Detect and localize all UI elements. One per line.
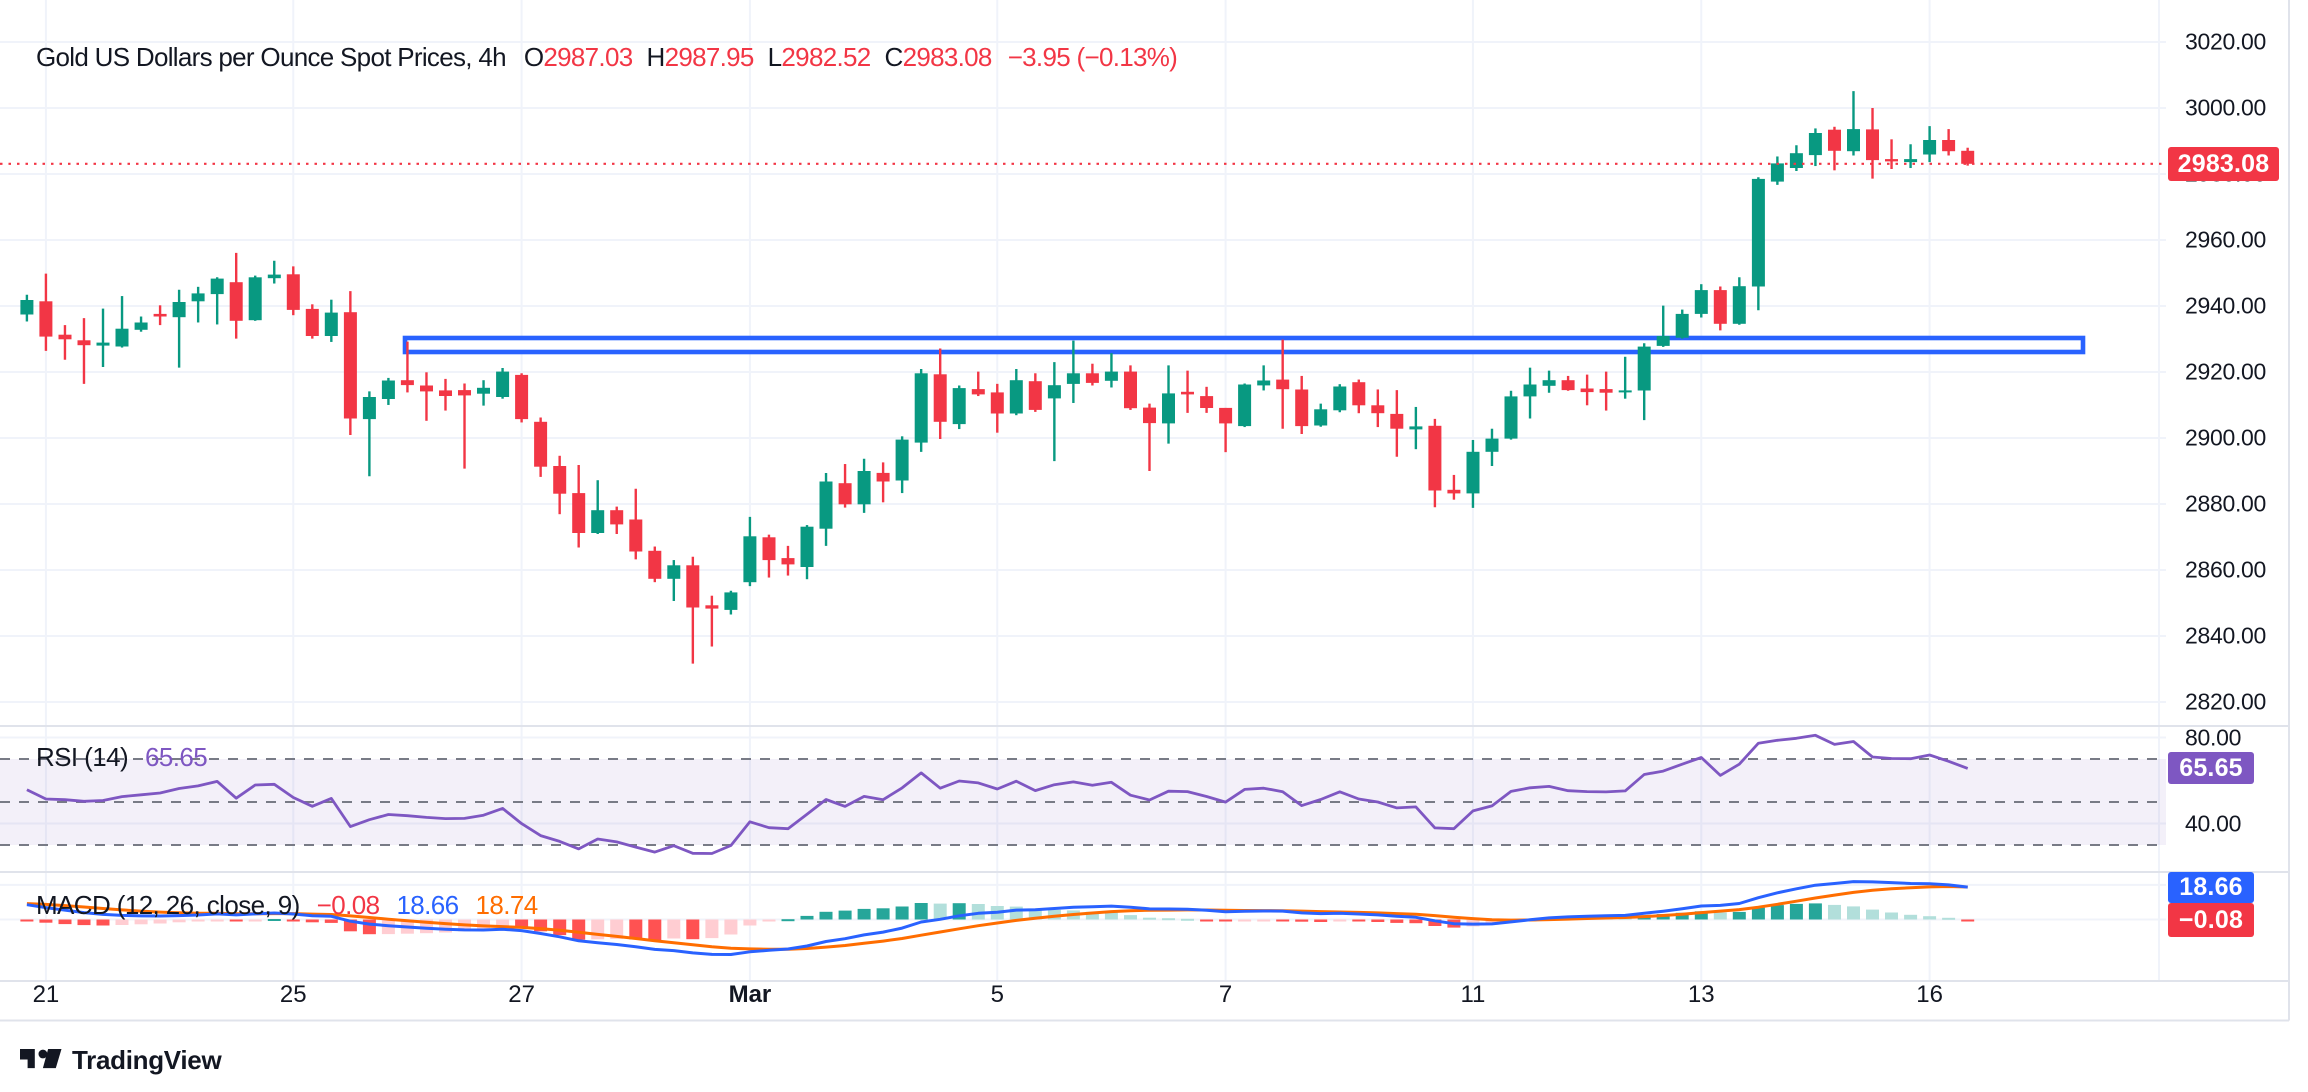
price-axis-label: 2960.00 bbox=[2185, 226, 2267, 253]
price-gridlines bbox=[0, 40, 2166, 921]
time-axis-label: 11 bbox=[1460, 981, 1486, 1008]
macd-label[interactable]: MACD (12, 26, close, 9) bbox=[36, 890, 300, 920]
high-label: H bbox=[646, 42, 665, 72]
symbol-title[interactable]: Gold US Dollars per Ounce Spot Prices, 4… bbox=[36, 42, 507, 72]
time-axis-label: 21 bbox=[32, 981, 60, 1008]
price-axis-label: 2860.00 bbox=[2185, 556, 2267, 583]
change-value: −3.95 (−0.13%) bbox=[1007, 42, 1178, 72]
time-axis-label: Mar bbox=[728, 981, 772, 1008]
candlestick-series[interactable] bbox=[20, 91, 1975, 664]
resistance-zone-rectangle[interactable] bbox=[402, 335, 2086, 355]
rsi-line[interactable] bbox=[26, 733, 1969, 855]
low-value: 2982.52 bbox=[781, 42, 871, 72]
open-label: O bbox=[523, 42, 544, 72]
time-axis-label: 7 bbox=[1218, 981, 1233, 1008]
low-label: L bbox=[767, 42, 782, 72]
price-axis-label: 2900.00 bbox=[2185, 424, 2267, 451]
time-axis-label: 16 bbox=[1916, 981, 1943, 1008]
macd-legend: MACD (12, 26, close, 9) −0.08 18.66 18.74 bbox=[36, 890, 538, 921]
macd-signal-line[interactable] bbox=[26, 885, 1968, 951]
price-axis-label: 2880.00 bbox=[2185, 490, 2267, 517]
rsi-value-badge: 65.65 bbox=[2168, 752, 2254, 784]
price-axis-label: 2840.00 bbox=[2185, 622, 2267, 649]
chart-legend: Gold US Dollars per Ounce Spot Prices, 4… bbox=[36, 42, 1178, 72]
high-value: 2987.95 bbox=[664, 42, 755, 72]
price-axis-label: 3020.00 bbox=[2185, 28, 2267, 55]
rsi-axis-label: 40.00 bbox=[2185, 810, 2242, 836]
rsi-label[interactable]: RSI (14) bbox=[36, 742, 129, 772]
open-value: 2987.03 bbox=[543, 42, 633, 72]
price-axis-label: 2820.00 bbox=[2185, 688, 2267, 715]
rsi-value: 65.65 bbox=[145, 742, 208, 772]
macd-hist-badge: −0.08 bbox=[2168, 903, 2254, 937]
close-label: C bbox=[884, 42, 904, 72]
pane-separators bbox=[0, 0, 2290, 1022]
macd-line[interactable] bbox=[26, 880, 1968, 956]
time-axis-label: 25 bbox=[279, 981, 307, 1008]
tradingview-watermark[interactable]: TradingView bbox=[20, 1045, 222, 1076]
price-axis-label: 3000.00 bbox=[2185, 94, 2267, 121]
tradingview-logo-icon bbox=[20, 1048, 62, 1068]
macd-line-value: 18.66 bbox=[396, 890, 459, 920]
last-price-badge: 2983.08 bbox=[2168, 147, 2279, 181]
time-axis-label: 13 bbox=[1687, 981, 1715, 1008]
macd-hist-value: −0.08 bbox=[316, 890, 380, 920]
price-axis-label: 2920.00 bbox=[2185, 358, 2267, 385]
rsi-legend: RSI (14) 65.65 bbox=[36, 742, 208, 773]
macd-signal-value: 18.74 bbox=[475, 890, 539, 920]
tradingview-logo-text: TradingView bbox=[72, 1045, 222, 1075]
rsi-axis-label: 80.00 bbox=[2185, 724, 2242, 750]
rsi-band bbox=[0, 758, 2166, 846]
time-axis-label: 5 bbox=[990, 981, 1004, 1008]
close-value: 2983.08 bbox=[902, 42, 993, 72]
price-axis-label: 2940.00 bbox=[2185, 292, 2267, 319]
macd-value-badge: 18.66 bbox=[2168, 872, 2254, 903]
time-axis-label: 27 bbox=[508, 981, 535, 1008]
